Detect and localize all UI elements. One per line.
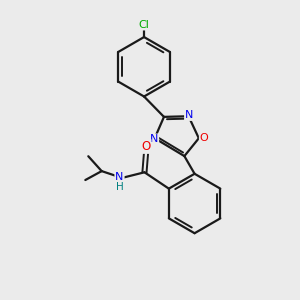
Text: N: N (150, 134, 158, 144)
Text: Cl: Cl (139, 20, 149, 30)
Text: O: O (141, 140, 151, 153)
Text: N: N (185, 110, 193, 120)
Text: H: H (116, 182, 123, 192)
Text: N: N (115, 172, 124, 182)
Text: O: O (200, 133, 208, 142)
